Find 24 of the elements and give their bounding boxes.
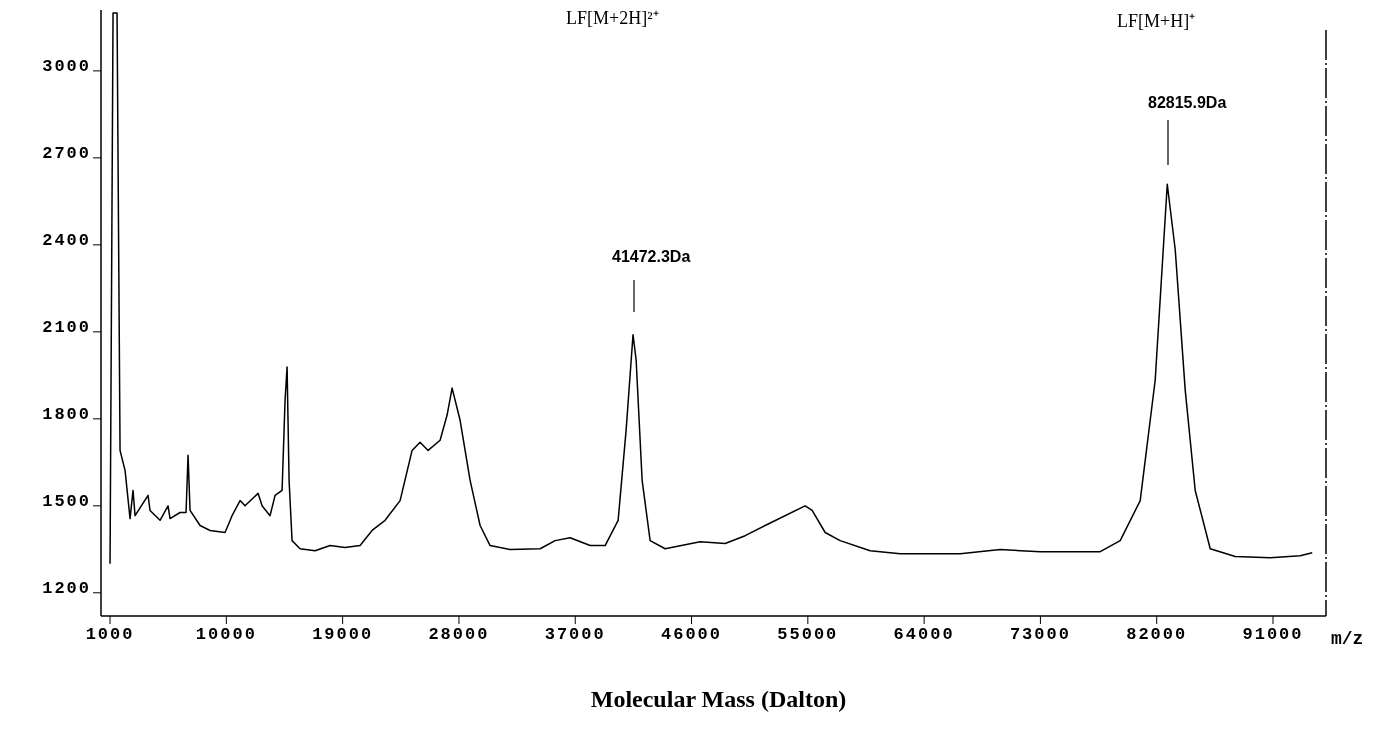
x-tick-label: 73000 [1009,625,1071,644]
text: m/z [1331,629,1364,649]
x-tick-label: 91000 [1242,625,1304,644]
x-tick-label: 64000 [893,625,955,644]
annotation: LF[M+H]⁺ [1117,11,1196,31]
y-tick-label: 2700 [42,143,91,163]
y-tick-label: 1200 [42,578,91,598]
x-tick-label: 10000 [195,625,257,644]
y-tick-label: 3000 [42,56,91,76]
x-tick-label: 46000 [661,625,723,644]
y-tick-label: 1800 [42,404,91,424]
x-tick-label: 82000 [1126,625,1188,644]
x-tick-label: 55000 [777,625,839,644]
y-tick-label: 2100 [42,317,91,337]
x-tick-label: 37000 [544,625,606,644]
y-tick-label: 2400 [42,230,91,250]
annotation: 41472.3Da [612,248,691,265]
x-axis-title: Molecular Mass (Dalton) [590,686,847,712]
x-tick-label: 28000 [428,625,490,644]
annotation: 82815.9Da [1148,94,1227,111]
x-tick-label: 1000 [85,625,135,644]
x-tick-label: 19000 [312,625,374,644]
annotation: LF[M+2H]²⁺ [566,8,659,28]
y-tick-label: 1500 [42,491,91,511]
